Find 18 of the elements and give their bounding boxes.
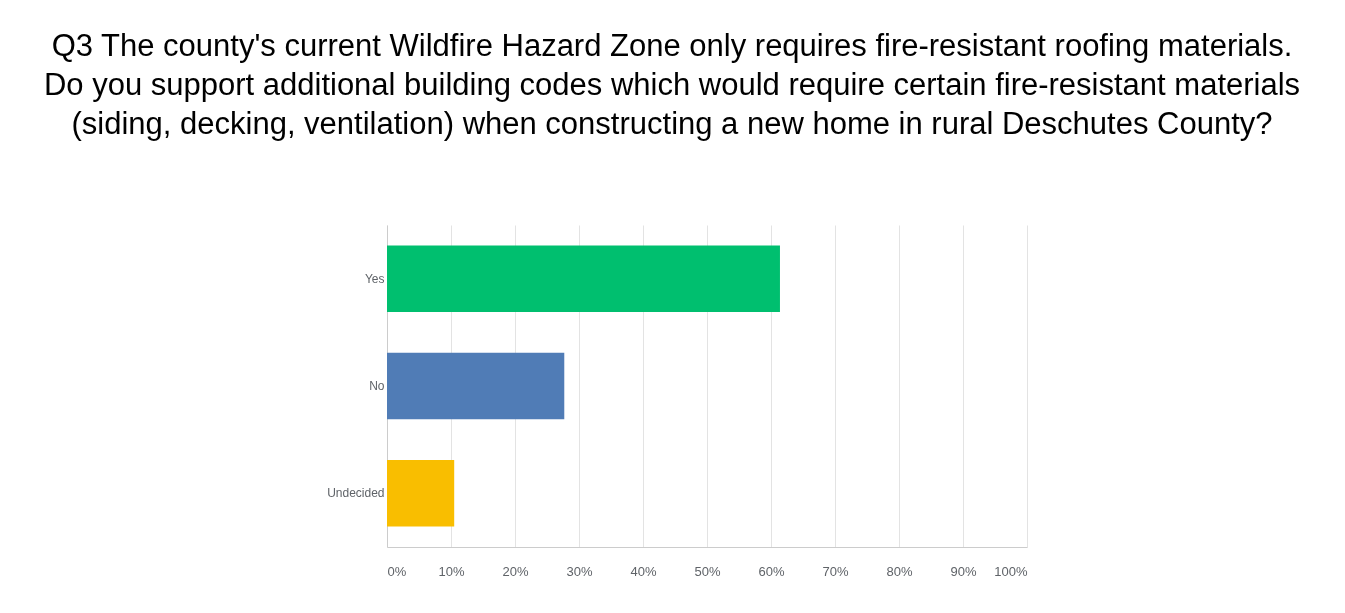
- y-tick-label: Undecided: [327, 486, 385, 501]
- y-tick-label: No: [369, 379, 385, 393]
- x-tick-label: 20%: [502, 563, 529, 579]
- x-tick-label: 10%: [438, 563, 465, 579]
- x-tick-label: 60%: [758, 563, 785, 579]
- bar: [387, 245, 780, 312]
- bar: [387, 460, 455, 527]
- x-tick-label: 40%: [630, 563, 657, 579]
- x-tick-label: 0%: [387, 563, 407, 579]
- x-tick-label: 90%: [950, 563, 977, 579]
- x-tick-label: 70%: [822, 563, 849, 579]
- chart-title: Q3 The county's current Wildfire Hazard Zone only requires fire-resistant roofing materials. Do you support additional building codes which would require certain fire-resistant materials (siding, decking, ventilation) when constructing a new home in rural Deschutes County?: [43, 28, 1301, 141]
- y-tick-label: Yes: [364, 271, 385, 286]
- bar: [387, 352, 565, 420]
- x-tick-label: 30%: [566, 563, 593, 579]
- x-tick-label: 80%: [886, 563, 913, 579]
- x-tick-label: 50%: [694, 563, 721, 579]
- x-tick-label: 100%: [994, 563, 1028, 579]
